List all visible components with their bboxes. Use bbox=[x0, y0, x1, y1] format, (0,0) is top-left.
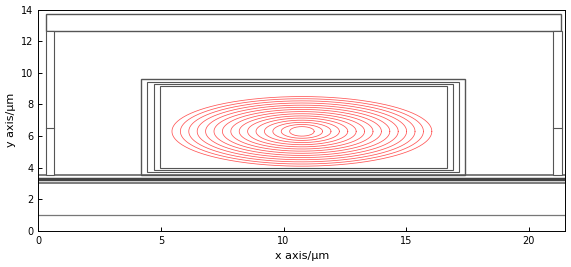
Bar bbox=[147, 81, 459, 172]
Bar bbox=[553, 31, 562, 175]
Bar bbox=[154, 84, 453, 170]
Y-axis label: y axis/μm: y axis/μm bbox=[6, 93, 15, 147]
Bar bbox=[46, 31, 54, 175]
Bar bbox=[46, 14, 561, 31]
Bar bbox=[160, 86, 447, 168]
X-axis label: x axis/μm: x axis/μm bbox=[275, 252, 329, 261]
Bar bbox=[141, 79, 465, 175]
